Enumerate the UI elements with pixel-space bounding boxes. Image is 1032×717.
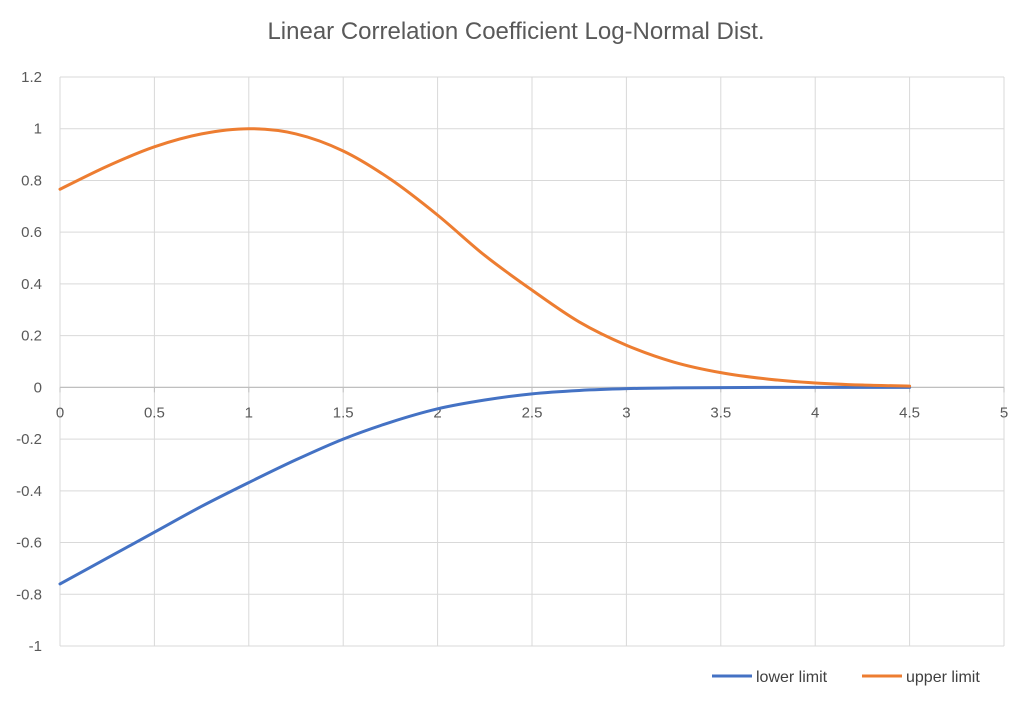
chart-title: Linear Correlation Coefficient Log-Norma…: [267, 18, 765, 45]
y-tick-label: -0.2: [16, 431, 42, 448]
y-tick-label: 0.8: [21, 172, 42, 189]
grid-lines: [59, 76, 1005, 647]
series-line-0: [58, 385, 912, 586]
legend-label: lower limit: [756, 669, 828, 686]
x-tick-label: 3.5: [710, 404, 731, 421]
y-tick-label: -0.6: [16, 535, 42, 552]
series-lines: [58, 127, 912, 586]
x-tick-label: 4.5: [899, 404, 920, 421]
legend: lower limit upper limit: [712, 669, 980, 686]
x-tick-label: 3: [622, 404, 630, 421]
x-tick-label: 5: [1000, 404, 1008, 421]
y-tick-label: 0.2: [21, 328, 42, 345]
tick-labels: 1.2 1 0.8 0.6 0.4 0.2 0 -0.2 -0.4 -0.6 -0.8 -1 0 0.5 1…: [16, 69, 1008, 655]
x-tick-label: 2.5: [522, 404, 543, 421]
x-tick-label: 2: [433, 404, 441, 421]
x-tick-label: 0.5: [144, 404, 165, 421]
y-tick-label: 1.2: [21, 69, 42, 86]
x-tick-label: 1: [245, 404, 253, 421]
y-tick-label: -1: [29, 638, 42, 655]
y-tick-label: 1: [34, 121, 42, 138]
y-tick-label: 0: [34, 379, 42, 396]
y-tick-label: -0.4: [16, 483, 42, 500]
y-tick-label: 0.4: [21, 276, 42, 293]
x-tick-label: 1.5: [333, 404, 354, 421]
x-tick-label: 4: [811, 404, 819, 421]
y-tick-label: 0.6: [21, 224, 42, 241]
series-line-1: [58, 127, 912, 388]
y-tick-label: -0.8: [16, 586, 42, 603]
x-tick-label: 0: [56, 404, 64, 421]
legend-label: upper limit: [906, 669, 980, 686]
